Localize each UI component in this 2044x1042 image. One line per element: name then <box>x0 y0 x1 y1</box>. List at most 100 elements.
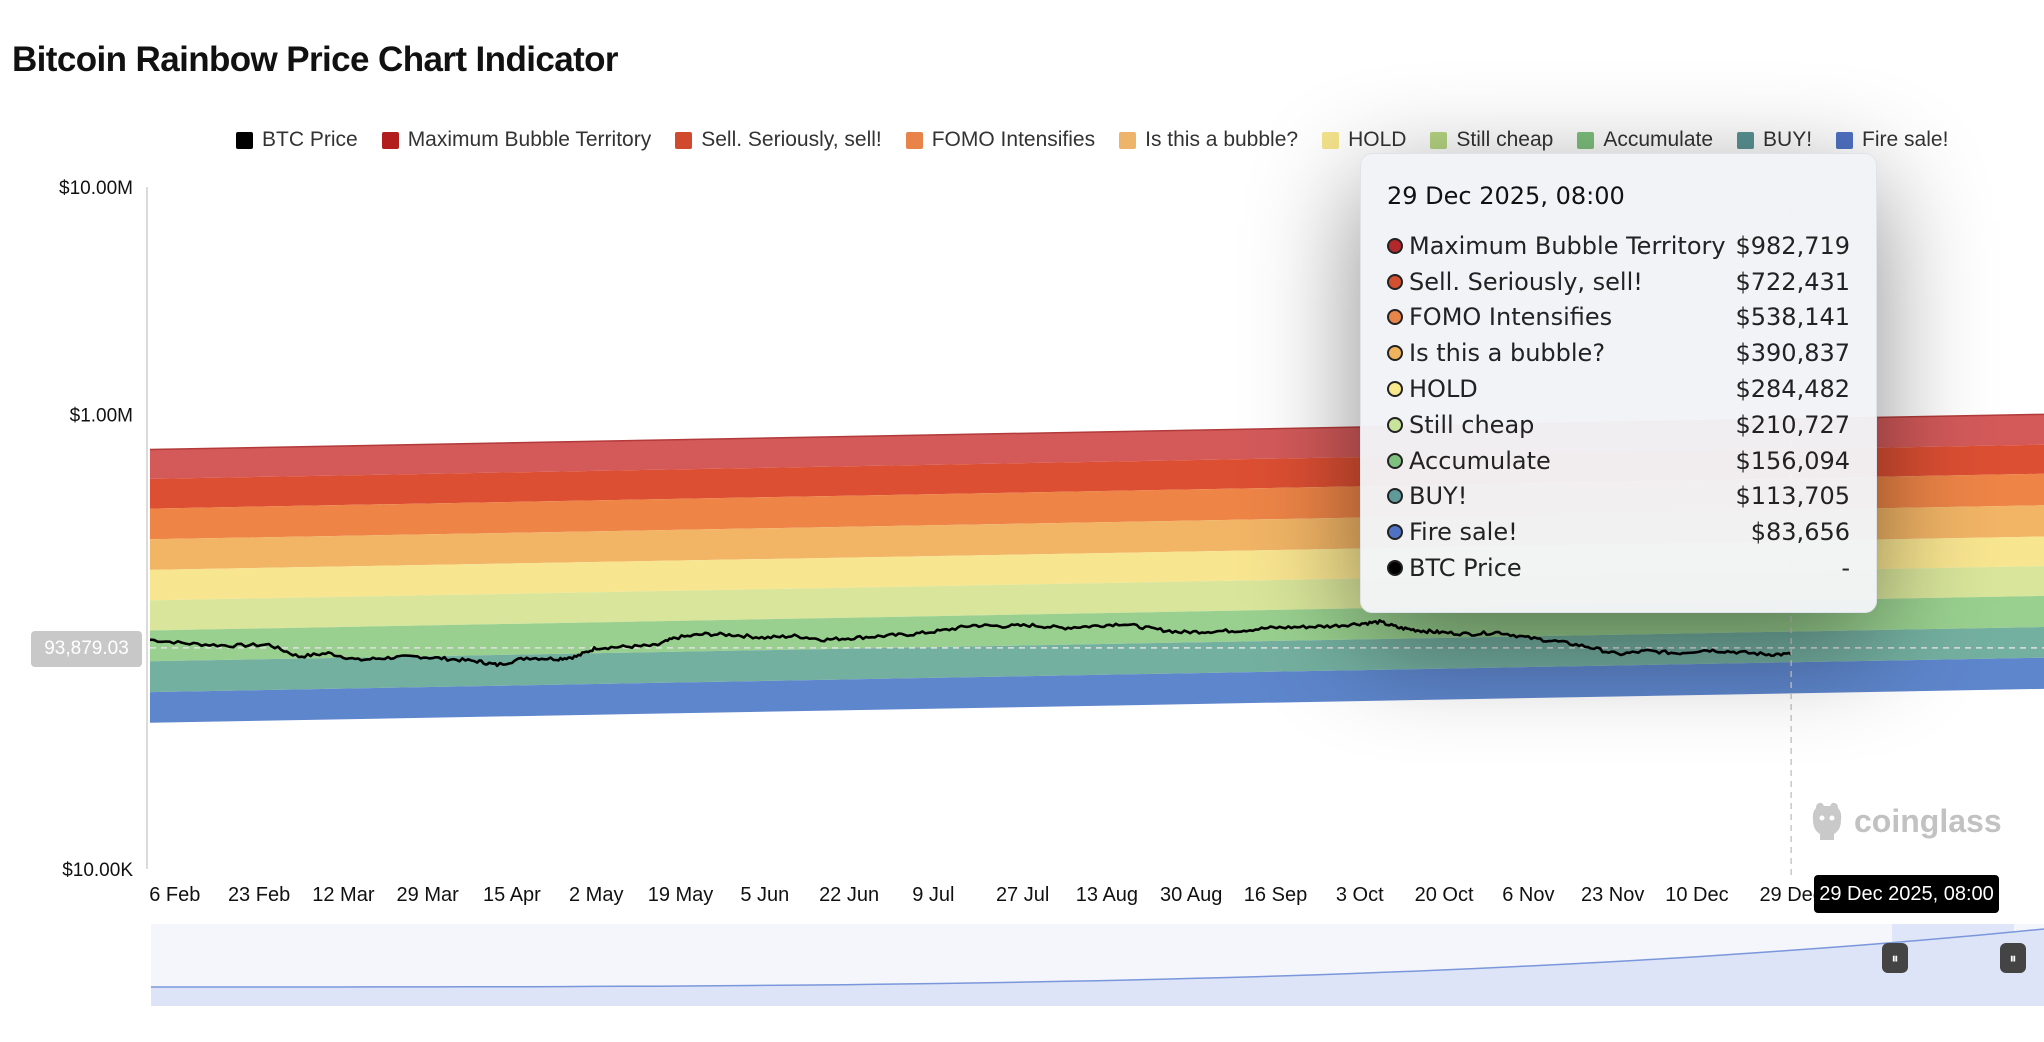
legend-label: Fire sale! <box>1862 128 1949 151</box>
tooltip-series-value: $113,705 <box>1735 482 1850 511</box>
tooltip-series-dot <box>1387 524 1403 541</box>
tooltip-series-name: FOMO Intensifies <box>1409 303 1613 332</box>
tooltip-series-dot <box>1387 560 1403 577</box>
tooltip-series-value: $982,719 <box>1735 231 1850 260</box>
tooltip-series-dot <box>1387 452 1403 469</box>
tooltip-row: BTC Price - <box>1387 550 1850 586</box>
legend-label: Maximum Bubble Territory <box>407 128 652 151</box>
coinglass-watermark: coinglass <box>1808 800 2002 842</box>
legend-swatch <box>1322 131 1340 149</box>
legend-swatch <box>1577 131 1595 149</box>
x-tick-label: 12 Mar <box>312 884 375 906</box>
x-tick-label: 29 Mar <box>397 884 460 906</box>
tooltip-series-value: $538,141 <box>1735 303 1850 332</box>
x-tick-label: 9 Jul <box>912 884 954 906</box>
legend-label: BTC Price <box>262 128 358 151</box>
tooltip-series-value: $83,656 <box>1750 518 1850 547</box>
legend-item[interactable]: Sell. Seriously, sell! <box>675 128 882 152</box>
tooltip-series-value: - <box>1841 554 1850 583</box>
tooltip-row: Maximum Bubble Territory $982,719 <box>1387 228 1850 264</box>
legend-label: HOLD <box>1348 128 1407 151</box>
btc-price-line <box>149 619 1792 668</box>
legend-item[interactable]: Still cheap <box>1430 128 1553 152</box>
tooltip-row: Accumulate $156,094 <box>1387 443 1850 479</box>
tooltip-series-value: $722,431 <box>1735 267 1850 296</box>
rainbow-band <box>150 657 2044 723</box>
tooltip-row: Still cheap $210,727 <box>1387 407 1850 443</box>
legend-item[interactable]: BUY! <box>1737 128 1812 152</box>
legend-item[interactable]: Maximum Bubble Territory <box>381 128 652 152</box>
chart-legend: BTC Price Maximum Bubble Territory Sell. S… <box>236 128 1972 152</box>
legend-label: Is this a bubble? <box>1145 128 1299 151</box>
legend-item[interactable]: FOMO Intensifies <box>905 128 1095 152</box>
tooltip-row: Fire sale! $83,656 <box>1387 514 1850 550</box>
y-tick-label: $1.00M <box>70 405 133 426</box>
tooltip-row: FOMO Intensifies $538,141 <box>1387 300 1850 336</box>
tooltip-series-name: Accumulate <box>1409 446 1551 475</box>
tooltip-series-value: $156,094 <box>1735 446 1850 475</box>
tooltip-series-name: BTC Price <box>1409 554 1522 583</box>
x-tick-label: 30 Aug <box>1160 884 1222 906</box>
legend-item[interactable]: HOLD <box>1322 128 1406 152</box>
x-tick-label: 10 Dec <box>1665 884 1728 906</box>
y-tick-label: $10.00M <box>59 178 133 199</box>
tooltip-series-value: $210,727 <box>1735 410 1850 439</box>
legend-item[interactable]: BTC Price <box>236 128 358 152</box>
tooltip-series-value: $284,482 <box>1735 375 1850 404</box>
x-tick-label: 15 Apr <box>483 884 541 906</box>
navigator-line <box>151 928 2044 988</box>
chart-tooltip: 29 Dec 2025, 08:00 Maximum Bubble Territ… <box>1360 153 1877 613</box>
x-tick-label: 20 Oct <box>1415 884 1474 906</box>
tooltip-series-name: Fire sale! <box>1409 518 1518 547</box>
tooltip-series-dot <box>1387 309 1403 326</box>
legend-label: Accumulate <box>1603 128 1714 151</box>
tooltip-series-name: Sell. Seriously, sell! <box>1409 267 1643 296</box>
x-tick-label: 23 Feb <box>228 884 290 906</box>
tooltip-series-dot <box>1387 237 1403 254</box>
legend-swatch <box>1737 131 1755 149</box>
current-price-label: 93,879.03 <box>31 631 142 667</box>
legend-item[interactable]: Is this a bubble? <box>1119 128 1298 152</box>
tooltip-series-name: Still cheap <box>1409 410 1535 439</box>
tooltip-row: Is this a bubble? $390,837 <box>1387 335 1850 371</box>
x-tick-label: 5 Jun <box>740 884 789 906</box>
watermark-text: coinglass <box>1854 802 2002 839</box>
legend-swatch <box>1430 131 1448 149</box>
legend-label: Sell. Seriously, sell! <box>701 128 882 151</box>
legend-item[interactable]: Fire sale! <box>1836 128 1948 152</box>
tooltip-series-name: BUY! <box>1409 482 1468 511</box>
legend-swatch <box>1836 131 1854 149</box>
tooltip-row: BUY! $113,705 <box>1387 479 1850 515</box>
x-tick-label: 16 Sep <box>1244 884 1307 906</box>
y-tick-label: $10.00K <box>62 860 133 881</box>
x-tick-label: 13 Aug <box>1076 884 1138 906</box>
legend-swatch <box>236 131 253 149</box>
tooltip-series-name: Maximum Bubble Territory <box>1409 231 1726 260</box>
x-tick-label: 6 Nov <box>1502 884 1554 906</box>
x-tick-label: 22 Jun <box>819 884 879 906</box>
x-tick-label: 27 Jul <box>996 884 1049 906</box>
tooltip-series-dot <box>1387 273 1403 290</box>
crosshair-date-label: 29 Dec 2025, 08:00 <box>1814 875 1999 913</box>
legend-label: Still cheap <box>1456 128 1554 151</box>
x-tick-label: 3 Oct <box>1336 884 1384 906</box>
tooltip-rows: Maximum Bubble Territory $982,719 Sell. Se… <box>1387 228 1850 586</box>
legend-swatch <box>381 131 399 149</box>
rainbow-band <box>150 627 2044 693</box>
legend-item[interactable]: Accumulate <box>1577 128 1713 152</box>
x-tick-label: 2 May <box>569 884 623 906</box>
coinglass-logo-icon <box>1812 802 1842 840</box>
tooltip-series-name: HOLD <box>1409 375 1478 404</box>
x-tick-label: 19 May <box>648 884 714 906</box>
tooltip-series-dot <box>1387 345 1403 362</box>
range-handle-right[interactable]: ⏸ <box>2000 943 2026 973</box>
legend-swatch <box>905 131 923 149</box>
tooltip-series-dot <box>1387 381 1403 398</box>
legend-label: BUY! <box>1763 128 1813 151</box>
x-tick-label: 23 Nov <box>1581 884 1644 906</box>
tooltip-series-dot <box>1387 416 1403 433</box>
tooltip-title: 29 Dec 2025, 08:00 <box>1387 182 1625 210</box>
tooltip-row: Sell. Seriously, sell! $722,431 <box>1387 264 1850 300</box>
range-handle-left[interactable]: ⏸ <box>1882 943 1908 973</box>
page-title: Bitcoin Rainbow Price Chart Indicator <box>12 40 619 79</box>
